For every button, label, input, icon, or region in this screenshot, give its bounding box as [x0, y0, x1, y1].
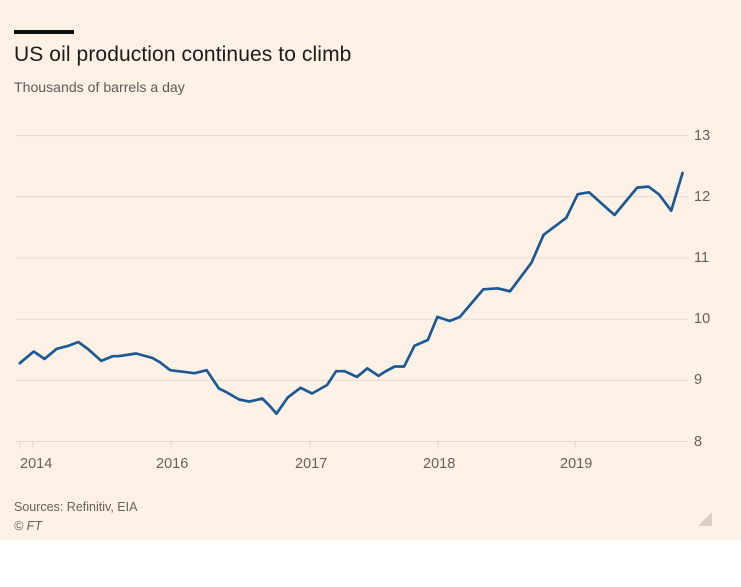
svg-text:12: 12 — [694, 189, 710, 205]
svg-text:13: 13 — [694, 128, 710, 144]
svg-text:10: 10 — [694, 311, 710, 327]
svg-text:8: 8 — [694, 434, 702, 450]
svg-text:9: 9 — [694, 372, 702, 388]
svg-text:11: 11 — [694, 250, 709, 266]
svg-text:2014: 2014 — [20, 456, 52, 472]
svg-text:2017: 2017 — [295, 456, 327, 472]
svg-text:2018: 2018 — [423, 456, 455, 472]
svg-text:2016: 2016 — [156, 456, 188, 472]
svg-text:2019: 2019 — [560, 456, 592, 472]
